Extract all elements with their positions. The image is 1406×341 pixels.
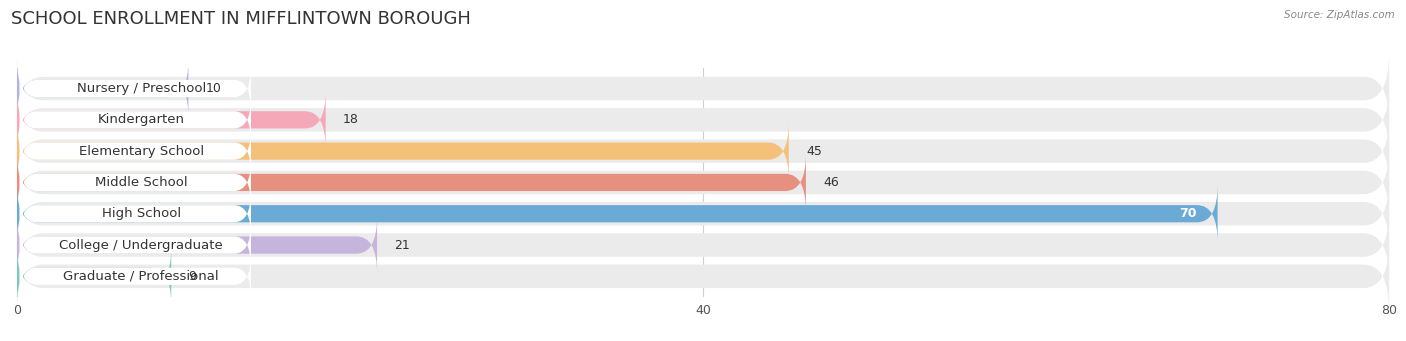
FancyBboxPatch shape [20,97,252,143]
FancyBboxPatch shape [17,116,1389,186]
FancyBboxPatch shape [20,129,252,174]
Text: Elementary School: Elementary School [79,145,204,158]
FancyBboxPatch shape [17,147,1389,218]
Text: High School: High School [101,207,181,220]
FancyBboxPatch shape [17,247,172,305]
Text: 46: 46 [823,176,839,189]
Text: 21: 21 [394,239,411,252]
FancyBboxPatch shape [17,185,1218,243]
Text: 45: 45 [806,145,821,158]
FancyBboxPatch shape [20,66,252,111]
FancyBboxPatch shape [20,222,252,268]
FancyBboxPatch shape [20,191,252,236]
Text: College / Undergraduate: College / Undergraduate [59,239,224,252]
FancyBboxPatch shape [17,122,789,180]
FancyBboxPatch shape [17,210,1389,280]
Text: 18: 18 [343,113,359,126]
Text: Kindergarten: Kindergarten [98,113,184,126]
Text: 10: 10 [205,82,221,95]
Text: Middle School: Middle School [96,176,187,189]
FancyBboxPatch shape [17,153,806,211]
FancyBboxPatch shape [20,254,252,299]
Text: 70: 70 [1180,207,1197,220]
FancyBboxPatch shape [17,91,326,149]
Text: Nursery / Preschool: Nursery / Preschool [76,82,205,95]
Text: Source: ZipAtlas.com: Source: ZipAtlas.com [1284,10,1395,20]
FancyBboxPatch shape [17,179,1389,249]
FancyBboxPatch shape [17,216,377,274]
Text: 9: 9 [188,270,197,283]
Text: SCHOOL ENROLLMENT IN MIFFLINTOWN BOROUGH: SCHOOL ENROLLMENT IN MIFFLINTOWN BOROUGH [11,10,471,28]
FancyBboxPatch shape [20,160,252,205]
Text: Graduate / Professional: Graduate / Professional [63,270,219,283]
FancyBboxPatch shape [17,60,188,118]
FancyBboxPatch shape [17,85,1389,155]
FancyBboxPatch shape [17,241,1389,312]
FancyBboxPatch shape [17,53,1389,124]
